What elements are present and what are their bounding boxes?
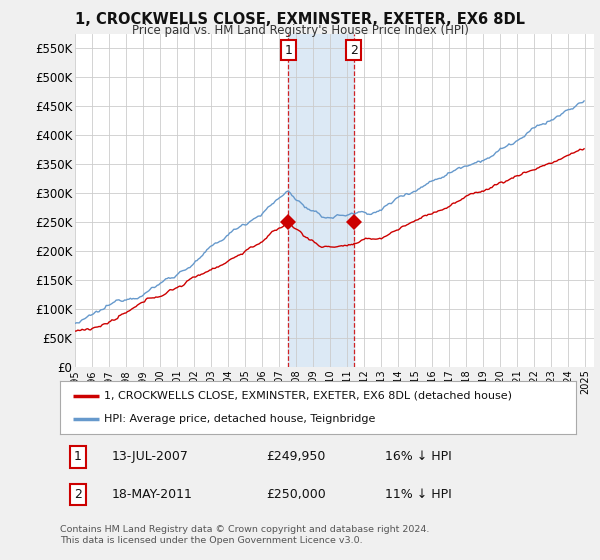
Text: 1, CROCKWELLS CLOSE, EXMINSTER, EXETER, EX6 8DL (detached house): 1, CROCKWELLS CLOSE, EXMINSTER, EXETER, … — [104, 391, 512, 401]
Bar — [288, 34, 353, 367]
Text: 1: 1 — [284, 44, 292, 57]
Text: 18-MAY-2011: 18-MAY-2011 — [112, 488, 193, 501]
Text: 11% ↓ HPI: 11% ↓ HPI — [385, 488, 452, 501]
Text: 2: 2 — [350, 44, 358, 57]
Text: 1: 1 — [74, 450, 82, 463]
Text: 1, CROCKWELLS CLOSE, EXMINSTER, EXETER, EX6 8DL: 1, CROCKWELLS CLOSE, EXMINSTER, EXETER, … — [75, 12, 525, 27]
Text: £250,000: £250,000 — [266, 488, 326, 501]
Text: 13-JUL-2007: 13-JUL-2007 — [112, 450, 188, 463]
Text: 16% ↓ HPI: 16% ↓ HPI — [385, 450, 452, 463]
Text: 2: 2 — [74, 488, 82, 501]
Text: Price paid vs. HM Land Registry's House Price Index (HPI): Price paid vs. HM Land Registry's House … — [131, 24, 469, 36]
Text: HPI: Average price, detached house, Teignbridge: HPI: Average price, detached house, Teig… — [104, 414, 375, 424]
Text: £249,950: £249,950 — [266, 450, 326, 463]
Text: Contains HM Land Registry data © Crown copyright and database right 2024.
This d: Contains HM Land Registry data © Crown c… — [60, 525, 430, 545]
